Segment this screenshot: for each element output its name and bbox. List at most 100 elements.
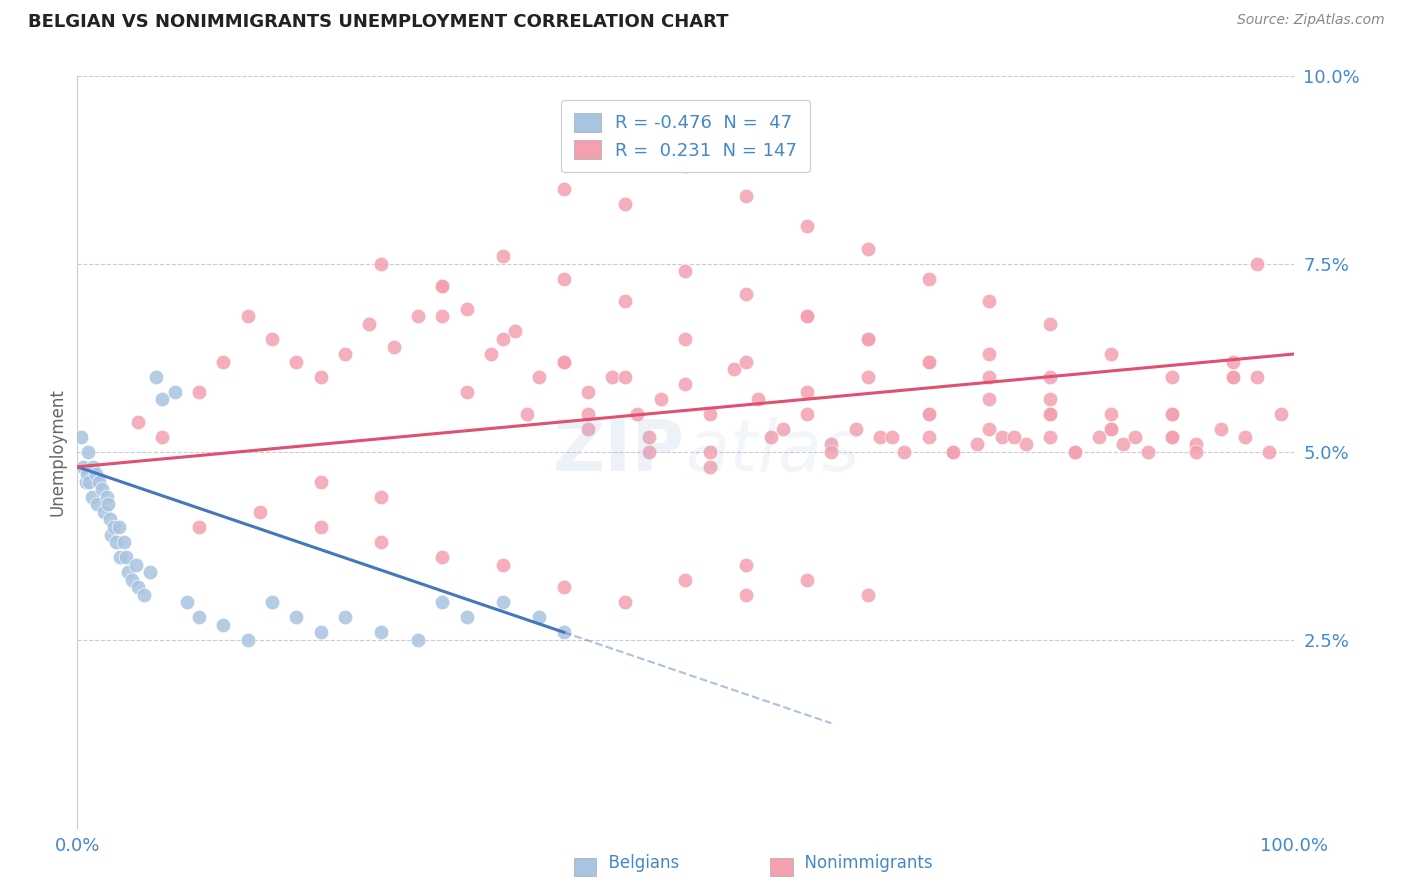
Point [796, 407, 818, 421]
Point [856, 332, 879, 346]
Point [699, 445, 721, 458]
Point [103, 520, 125, 534]
Point [456, 384, 478, 399]
Point [856, 369, 879, 384]
Point [108, 550, 131, 565]
Point [1246, 257, 1268, 271]
Point [1209, 422, 1232, 436]
Point [529, 369, 551, 384]
Point [1099, 422, 1122, 436]
Point [212, 617, 235, 632]
Point [942, 445, 965, 458]
Point [125, 558, 148, 572]
Point [370, 257, 392, 271]
Point [553, 625, 575, 640]
Point [84, 467, 107, 482]
Point [430, 550, 453, 565]
Point [1088, 430, 1111, 444]
Point [127, 580, 149, 594]
Point [979, 422, 1001, 436]
Point [613, 294, 636, 309]
Point [176, 595, 198, 609]
Point [918, 430, 941, 444]
Point [90, 483, 112, 497]
Text: atlas: atlas [686, 417, 860, 486]
Point [918, 407, 941, 421]
Legend: R = -0.476  N =  47, R =  0.231  N = 147: R = -0.476 N = 47, R = 0.231 N = 147 [561, 100, 810, 172]
Point [163, 384, 186, 399]
Point [77, 445, 100, 458]
Point [100, 527, 122, 541]
Point [260, 595, 283, 609]
Point [1015, 437, 1038, 451]
Point [492, 595, 515, 609]
Point [576, 407, 599, 421]
Point [820, 445, 842, 458]
Point [979, 369, 1001, 384]
Point [1222, 369, 1244, 384]
Point [613, 369, 636, 384]
Point [1258, 445, 1281, 458]
Point [918, 354, 941, 368]
Point [492, 249, 515, 263]
Point [93, 505, 115, 519]
Point [796, 573, 818, 587]
Point [979, 392, 1001, 406]
Point [309, 369, 332, 384]
Point [1063, 445, 1085, 458]
Point [75, 475, 97, 489]
Point [735, 189, 758, 203]
Point [70, 430, 93, 444]
Point [382, 339, 405, 353]
Point [529, 610, 551, 624]
Point [1185, 437, 1208, 451]
Point [735, 558, 758, 572]
Point [1039, 317, 1062, 331]
Point [613, 595, 636, 609]
Point [942, 445, 965, 458]
Point [406, 310, 429, 324]
Text: ZIP: ZIP [553, 417, 686, 486]
Point [260, 332, 283, 346]
Point [1185, 445, 1208, 458]
Point [117, 565, 139, 579]
Point [576, 422, 599, 436]
Point [1002, 430, 1025, 444]
Point [188, 384, 211, 399]
Point [820, 437, 842, 451]
Point [236, 310, 259, 324]
Point [979, 294, 1001, 309]
Point [1099, 407, 1122, 421]
Point [492, 332, 515, 346]
Point [1039, 392, 1062, 406]
Point [1161, 430, 1184, 444]
Point [576, 384, 599, 399]
Point [675, 573, 697, 587]
Point [430, 310, 453, 324]
Point [759, 430, 782, 444]
Point [735, 588, 758, 602]
Point [1222, 354, 1244, 368]
Point [503, 325, 526, 339]
Point [152, 392, 174, 406]
Point [82, 459, 104, 474]
Point [212, 354, 235, 368]
Point [1039, 430, 1062, 444]
Point [1136, 445, 1159, 458]
Point [553, 354, 575, 368]
Point [79, 475, 101, 489]
Point [979, 347, 1001, 361]
Point [479, 347, 502, 361]
Point [796, 310, 818, 324]
Point [856, 332, 879, 346]
Point [370, 535, 392, 549]
Point [856, 242, 879, 256]
Point [966, 437, 988, 451]
Point [796, 310, 818, 324]
Point [98, 512, 121, 526]
Point [1039, 407, 1062, 421]
Point [1063, 445, 1085, 458]
Point [105, 535, 128, 549]
Y-axis label: Unemployment: Unemployment [48, 388, 66, 516]
Point [796, 384, 818, 399]
